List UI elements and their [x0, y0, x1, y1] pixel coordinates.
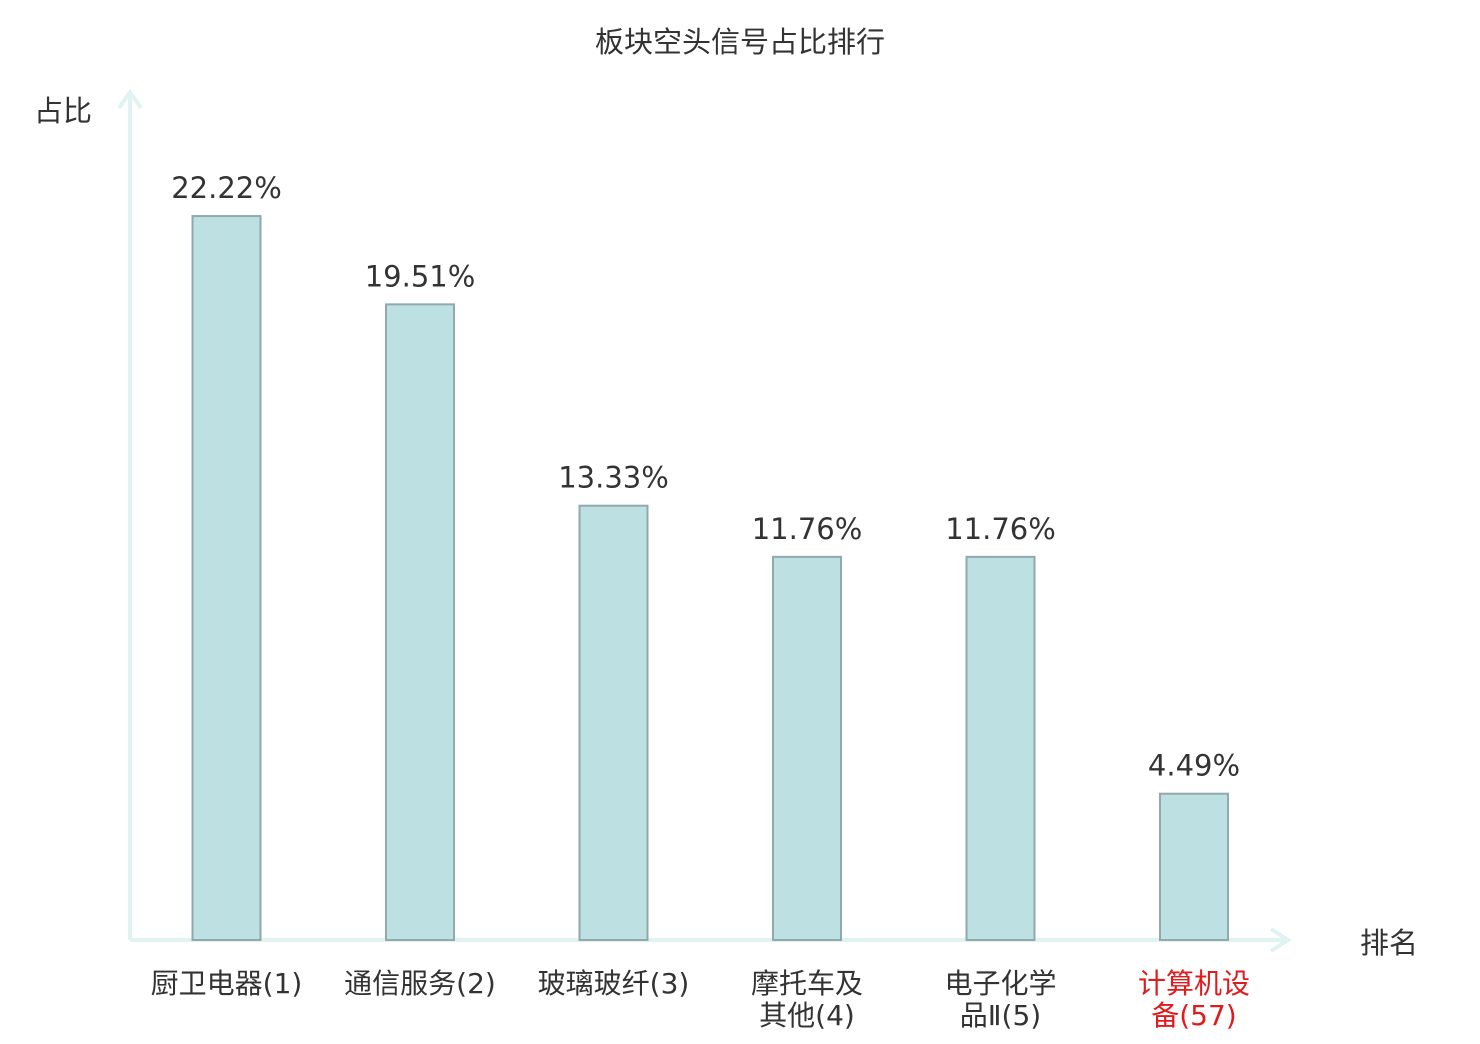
bar	[191, 215, 262, 942]
x-tick-label: 其他(4)	[759, 999, 855, 1032]
x-tick-label: 电子化学	[944, 967, 1056, 1000]
bar	[578, 504, 649, 941]
bar-value-label: 11.76%	[752, 512, 863, 546]
bar-value-label: 4.49%	[1148, 749, 1240, 783]
bars-layer: 22.22% 厨卫电器(1) 19.51% 通信服务(2) 13.33% 玻璃玻纤(3) 1…	[151, 171, 1250, 1032]
bar	[1159, 792, 1229, 942]
x-tick-label: 厨卫电器(1)	[151, 967, 303, 1000]
bar-value-label: 11.76%	[945, 512, 1056, 546]
bar-value-label: 19.51%	[365, 259, 476, 293]
chart-title: 板块空头信号占比排行	[595, 25, 885, 59]
x-tick-label: 玻璃玻纤(3)	[538, 967, 690, 1000]
x-tick-label: 计算机设	[1138, 967, 1250, 1000]
x-tick-label: 备(57)	[1151, 999, 1236, 1032]
x-axis-label: 排名	[1360, 926, 1418, 960]
x-tick-label: 通信服务(2)	[344, 967, 496, 1000]
y-axis-label: 占比	[34, 94, 92, 128]
y-axis-arrow	[117, 88, 143, 110]
bar	[965, 555, 1036, 941]
x-tick-label: 摩托车及	[751, 967, 863, 1000]
bar	[385, 303, 455, 941]
bar	[772, 555, 842, 941]
x-axis-arrow	[1269, 927, 1292, 953]
bar-value-label: 22.22%	[171, 171, 282, 205]
bar-value-label: 13.33%	[558, 461, 669, 495]
x-tick-label: 品Ⅱ(5)	[960, 999, 1041, 1032]
